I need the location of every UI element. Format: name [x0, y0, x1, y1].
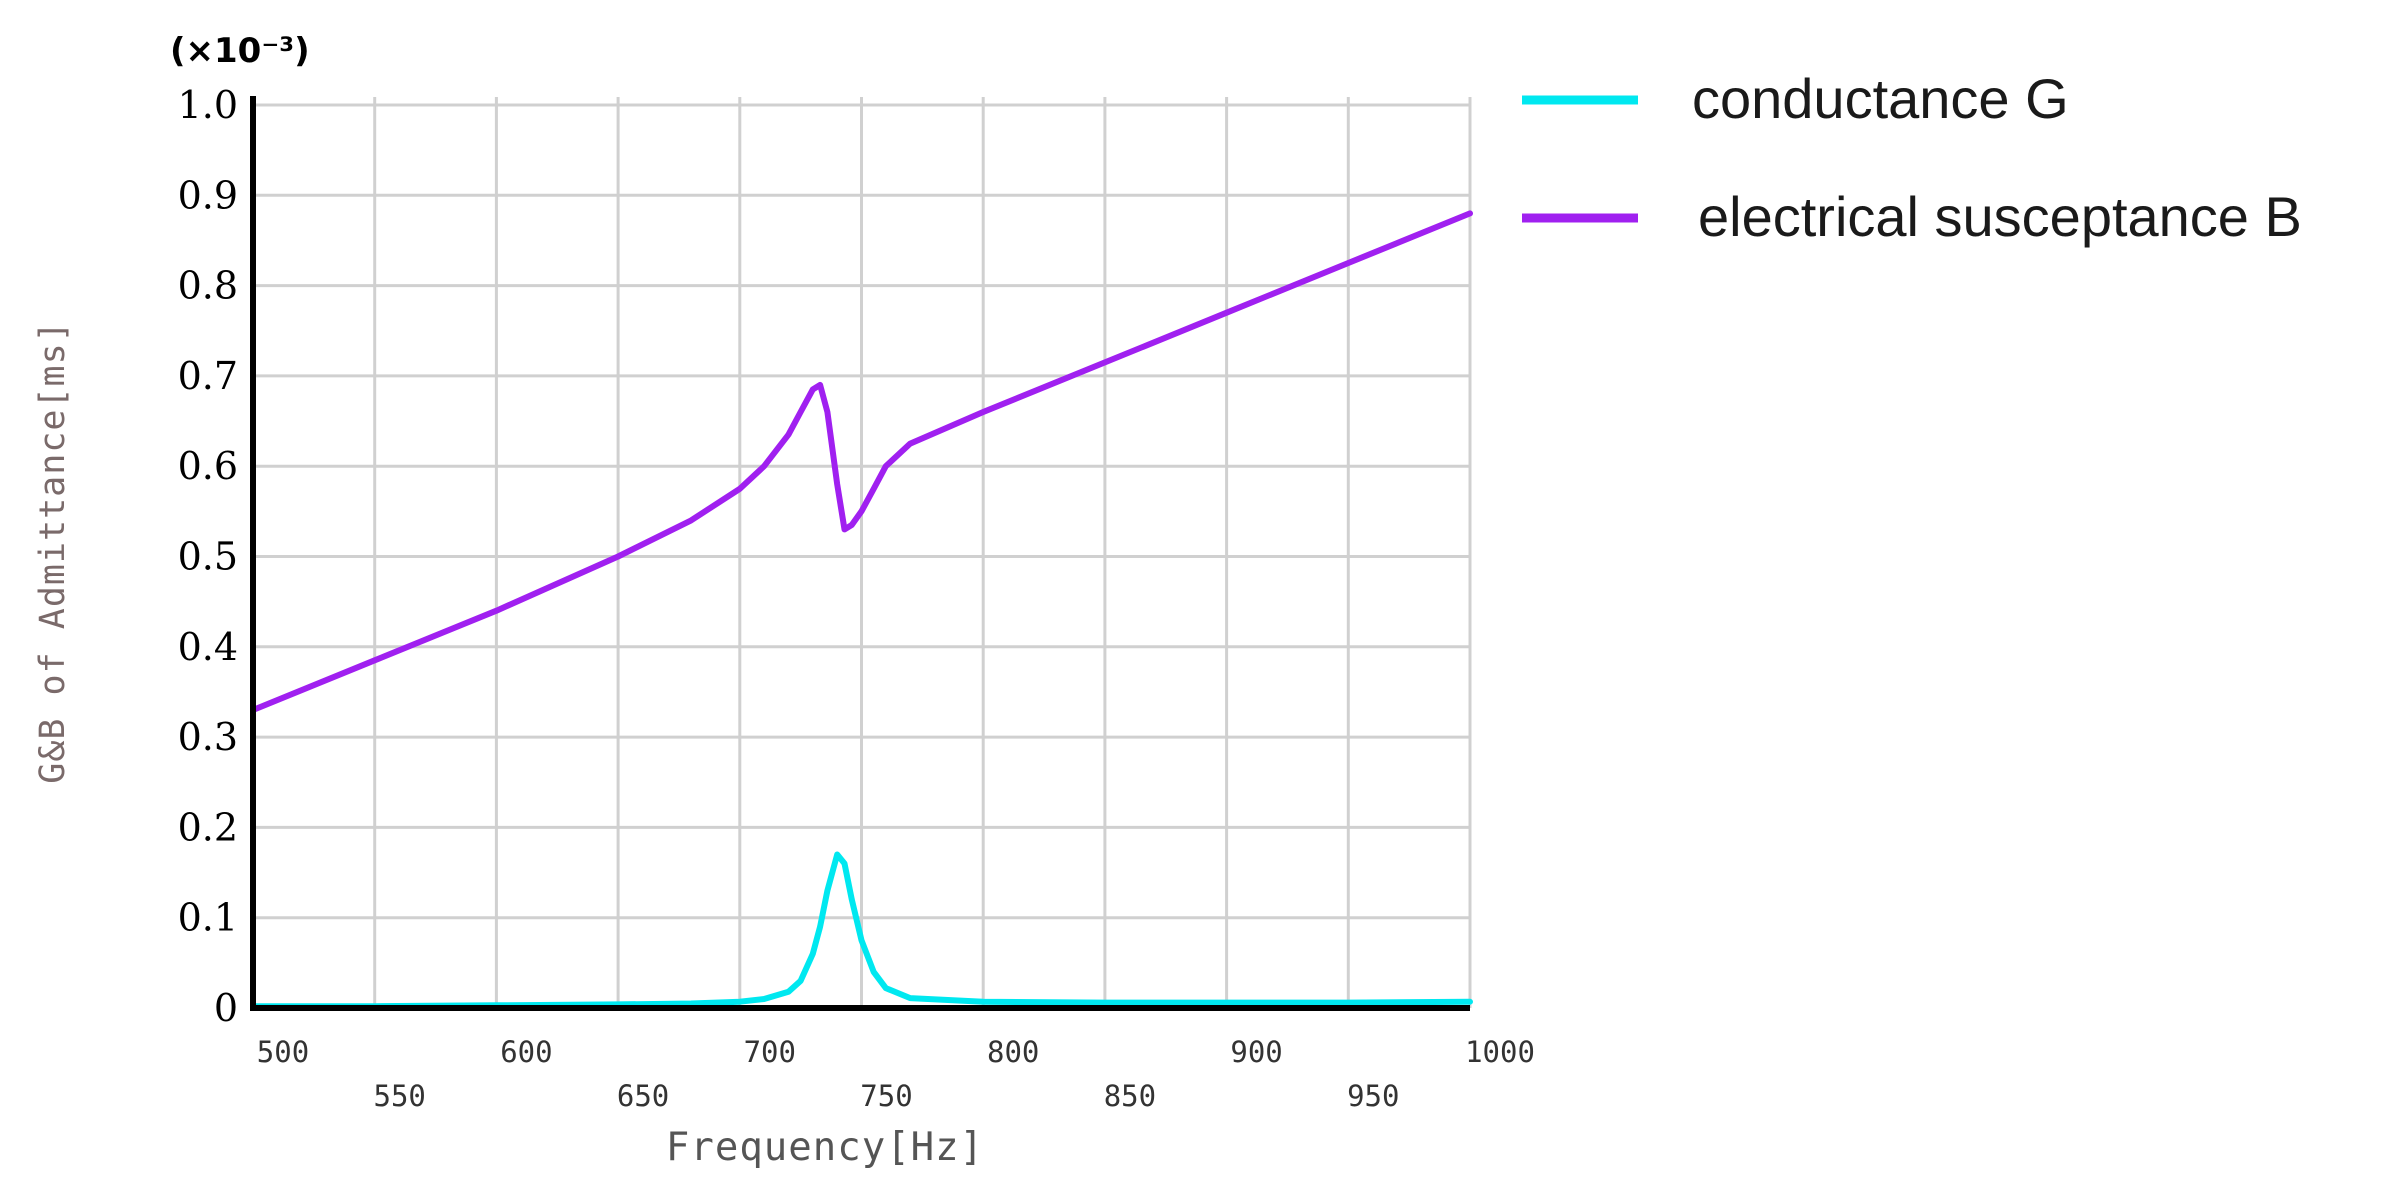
series-lines: [250, 210, 1473, 1010]
legend-label: conductance G: [1692, 67, 2069, 130]
x-tick-label: 550: [374, 1079, 426, 1113]
y-tick-label: 0.6: [178, 444, 238, 488]
y-tick-label: 0.9: [178, 173, 238, 217]
x-tick-label: 850: [1104, 1079, 1156, 1113]
x-tick-label: 750: [860, 1079, 912, 1113]
x-tick-label: 900: [1230, 1035, 1282, 1069]
x-tick-label: 800: [987, 1035, 1039, 1069]
y-tick-label: 0.2: [178, 805, 238, 849]
y-tick-label: 0.8: [178, 264, 238, 308]
y-tick-label: 0.3: [178, 715, 238, 759]
x-tick-label: 650: [617, 1079, 669, 1113]
y-tick-label: 0.5: [178, 535, 238, 579]
series-line-conductance: [250, 851, 1473, 1010]
x-tick-label: 1000: [1465, 1035, 1535, 1069]
x-tick-label: 500: [257, 1035, 309, 1069]
legend-label: electrical susceptance B: [1698, 185, 2302, 248]
grid: [251, 97, 1472, 1010]
y-tick-label: 0: [214, 986, 238, 1030]
y-tick-labels: 0 0.1 0.2 0.3 0.4 0.5 0.6 0.7 0.8 0.9 1.0: [178, 83, 238, 1030]
axes: [250, 96, 1470, 1011]
x-tick-label: 950: [1347, 1079, 1399, 1113]
series-line-susceptance: [250, 210, 1473, 713]
x-tick-label: 600: [500, 1035, 552, 1069]
x-axis-label: Frequency[Hz]: [666, 1125, 984, 1170]
y-tick-label: 1.0: [178, 83, 238, 127]
y-tick-label: 0.1: [178, 896, 238, 940]
x-tick-labels: 500 600 700 800 900 1000 550 650 750 850 950: [257, 1035, 1535, 1113]
y-axis-label: G&B of Admittance[ms]: [33, 320, 73, 784]
y-multiplier: (×10⁻³): [170, 31, 310, 71]
y-tick-label: 0.7: [178, 354, 238, 398]
legend: conductance G electrical susceptance B: [1522, 67, 2302, 248]
y-tick-label: 0.4: [178, 625, 238, 669]
x-tick-label: 700: [744, 1035, 796, 1069]
